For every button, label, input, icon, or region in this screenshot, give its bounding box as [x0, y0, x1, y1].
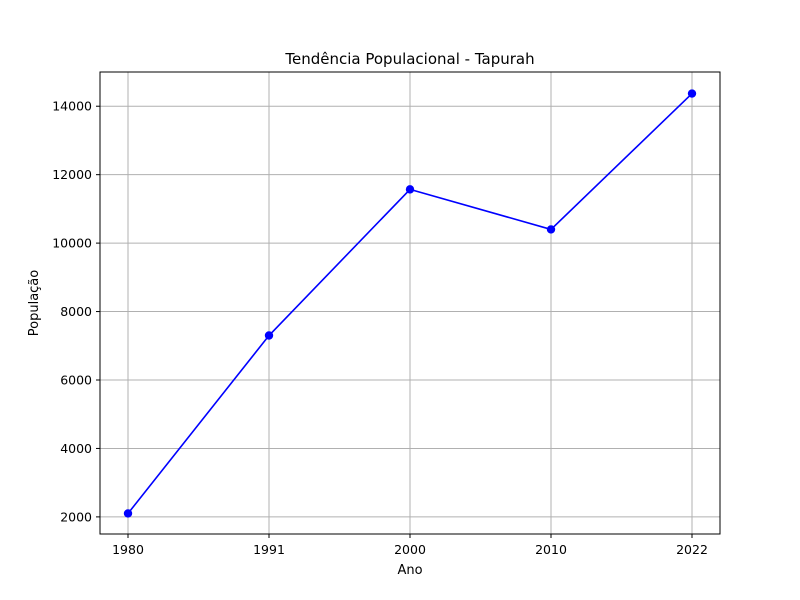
y-axis-label: População — [27, 270, 42, 337]
y-tick-label: 10000 — [52, 236, 92, 251]
y-tick-label: 8000 — [60, 304, 92, 319]
x-tick-label: 2010 — [535, 542, 567, 557]
data-point — [264, 331, 274, 340]
x-tick-label: 2022 — [676, 542, 708, 557]
x-tick-label: 2000 — [394, 542, 426, 557]
x-axis-label: Ano — [397, 563, 422, 578]
grid — [100, 72, 720, 534]
data-point — [405, 185, 415, 194]
y-tick-label: 6000 — [60, 373, 92, 388]
ticks: 1980 1991 2000 2010 2022 2000 4000 6000 8000 1000… — [52, 99, 708, 557]
y-tick-label: 2000 — [60, 509, 92, 524]
series-layer — [123, 89, 697, 518]
chart-title: Tendência Populacional - Tapurah — [284, 50, 534, 68]
x-tick-label: 1980 — [112, 542, 144, 557]
data-point — [687, 89, 697, 98]
y-tick-label: 4000 — [60, 441, 92, 456]
y-tick-label: 12000 — [52, 167, 92, 182]
data-point — [546, 225, 556, 234]
data-point — [123, 509, 133, 518]
x-tick-label: 1991 — [253, 542, 285, 557]
y-tick-label: 14000 — [52, 99, 92, 114]
